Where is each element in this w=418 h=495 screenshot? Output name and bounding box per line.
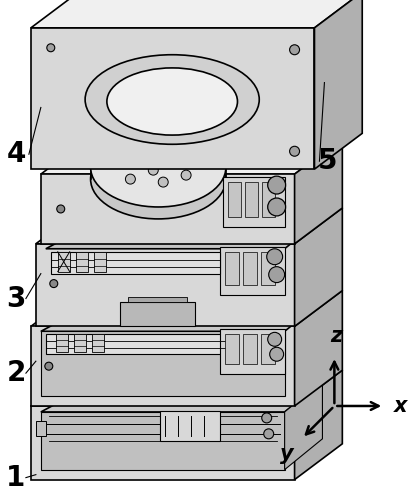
Polygon shape [41,381,322,412]
Polygon shape [295,291,342,406]
Polygon shape [243,334,257,364]
Polygon shape [228,182,241,217]
Polygon shape [220,329,285,374]
Circle shape [270,347,284,361]
Polygon shape [46,334,225,354]
Polygon shape [92,334,104,352]
Circle shape [268,176,285,194]
Circle shape [269,267,285,283]
Polygon shape [220,247,285,295]
Polygon shape [31,291,342,326]
Polygon shape [74,334,86,352]
Polygon shape [31,326,295,406]
Text: 2: 2 [6,359,25,387]
Polygon shape [295,370,342,480]
Circle shape [125,174,135,184]
Polygon shape [36,208,342,244]
Text: x: x [394,396,408,416]
Circle shape [181,170,191,180]
Polygon shape [295,138,342,244]
Polygon shape [245,182,258,217]
Polygon shape [41,331,285,396]
Text: z: z [330,326,342,346]
Polygon shape [225,252,239,285]
Polygon shape [94,252,105,272]
Polygon shape [285,381,322,470]
Circle shape [45,362,53,370]
Polygon shape [243,252,257,285]
Polygon shape [36,421,46,436]
Circle shape [290,45,300,55]
Polygon shape [56,334,68,352]
Polygon shape [295,208,342,326]
Text: 5: 5 [318,147,337,175]
Circle shape [123,144,133,154]
Polygon shape [314,0,362,169]
Polygon shape [46,218,322,249]
Ellipse shape [91,127,226,207]
Circle shape [290,146,300,156]
Text: 4: 4 [6,140,25,168]
Polygon shape [41,300,322,331]
Polygon shape [76,252,88,272]
Circle shape [158,177,168,187]
Polygon shape [41,138,342,174]
Polygon shape [261,334,275,364]
Ellipse shape [85,55,259,144]
Circle shape [264,429,274,439]
Polygon shape [128,297,187,301]
Circle shape [268,198,285,216]
Polygon shape [31,370,342,406]
Polygon shape [31,0,362,28]
Text: 1: 1 [6,464,25,492]
Polygon shape [225,334,239,364]
Circle shape [50,280,58,288]
Polygon shape [262,182,275,217]
Polygon shape [58,252,70,272]
Circle shape [148,165,158,175]
Circle shape [268,332,282,346]
Polygon shape [36,244,295,326]
Polygon shape [261,252,275,285]
Polygon shape [120,301,195,326]
Circle shape [168,140,178,150]
Ellipse shape [91,139,226,219]
Polygon shape [223,177,285,227]
Polygon shape [160,411,220,441]
Circle shape [47,44,55,52]
Polygon shape [51,252,220,274]
Circle shape [185,152,195,162]
Polygon shape [41,174,295,244]
Text: y: y [280,445,294,464]
Text: 3: 3 [6,285,25,312]
Ellipse shape [107,68,237,135]
Polygon shape [41,412,285,470]
Circle shape [57,205,65,213]
Circle shape [267,249,283,265]
Circle shape [143,137,153,148]
Circle shape [113,157,123,167]
Circle shape [262,413,272,423]
Polygon shape [31,28,314,169]
Polygon shape [31,406,295,480]
